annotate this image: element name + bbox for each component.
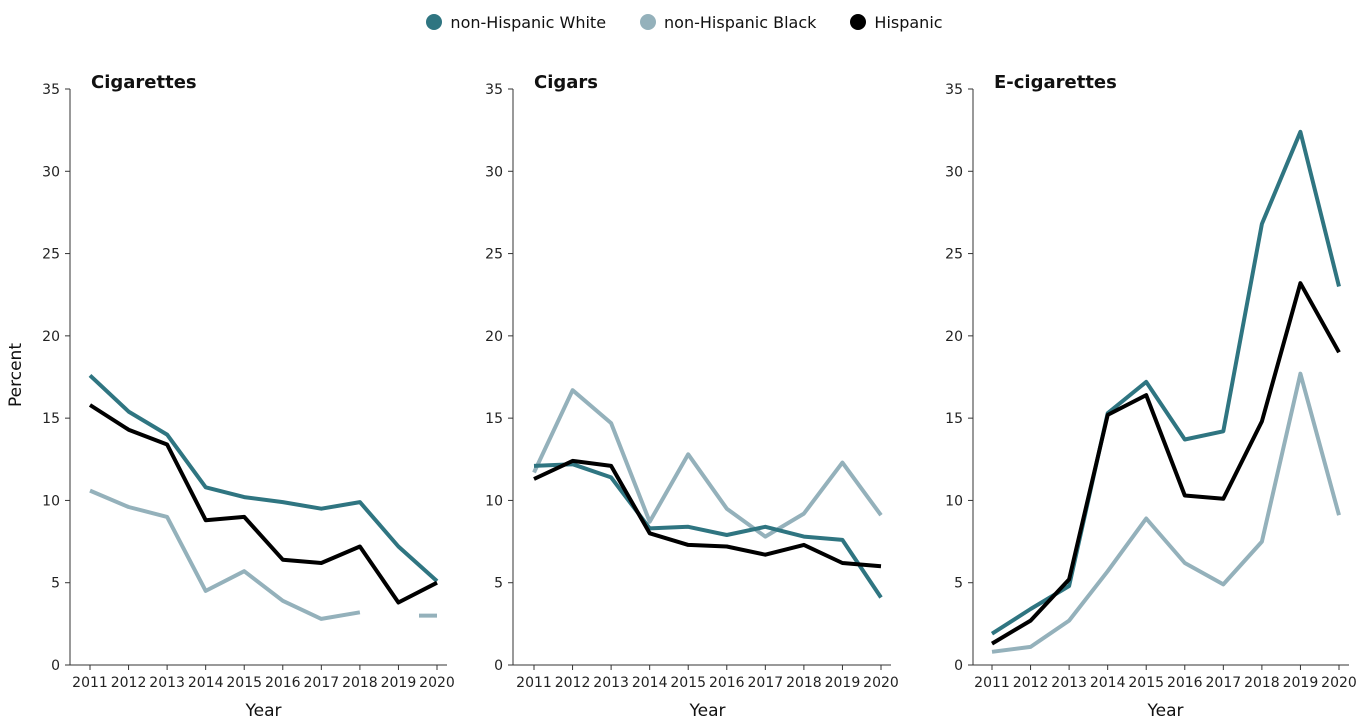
- panel-title: Cigarettes: [91, 72, 197, 93]
- series-line: [991, 371, 1341, 654]
- panel-title: Cigars: [534, 72, 598, 93]
- x-tick-label: 2014: [188, 675, 224, 691]
- x-tick-label: 2017: [748, 675, 784, 691]
- y-tick-label: 20: [485, 329, 503, 345]
- series-line: [88, 403, 438, 605]
- x-tick-label: 2018: [786, 675, 822, 691]
- x-tick-label: 2013: [593, 675, 629, 691]
- x-tick-label: 2015: [1128, 675, 1164, 691]
- chart-legend: non-Hispanic White non-Hispanic Black Hisp…: [0, 8, 1369, 36]
- x-tick-label: 2020: [863, 675, 899, 691]
- y-tick-label: 30: [945, 164, 963, 180]
- legend-item: non-Hispanic White: [426, 13, 606, 32]
- x-tick-label: 2016: [265, 675, 301, 691]
- y-tick-label: 0: [494, 658, 503, 674]
- y-tick-label: 15: [945, 411, 963, 427]
- x-tick-label: 2018: [342, 675, 378, 691]
- panel-title: E-cigarettes: [994, 72, 1117, 93]
- y-tick-label: 5: [494, 576, 503, 592]
- x-axis-title: Year: [245, 701, 282, 719]
- series-line: [88, 373, 439, 583]
- y-tick-label: 0: [954, 658, 963, 674]
- y-tick-label: 30: [485, 164, 503, 180]
- x-tick-label: 2018: [1244, 675, 1280, 691]
- series-line: [533, 458, 882, 569]
- x-tick-label: 2016: [1167, 675, 1203, 691]
- y-tick-label: 5: [51, 576, 60, 592]
- x-tick-label: 2012: [555, 675, 591, 691]
- x-tick-label: 2012: [111, 675, 147, 691]
- legend-swatch: [850, 14, 867, 30]
- x-tick-label: 2015: [226, 675, 262, 691]
- y-tick-label: 10: [485, 493, 503, 509]
- legend-label: non-Hispanic Black: [664, 12, 817, 32]
- y-tick-label: 25: [485, 247, 503, 263]
- x-tick-label: 2020: [1321, 675, 1357, 691]
- x-axis-title: Year: [1147, 701, 1184, 719]
- x-tick-label: 2019: [825, 675, 861, 691]
- y-tick-label: 20: [42, 329, 60, 345]
- y-tick-label: 25: [945, 247, 963, 263]
- legend-swatch: [640, 14, 657, 30]
- x-tick-label: 2012: [1013, 675, 1049, 691]
- y-tick-label: 10: [42, 493, 60, 509]
- x-axis-title: Year: [689, 701, 726, 719]
- series-line: [990, 281, 1341, 646]
- x-tick-label: 2015: [670, 675, 706, 691]
- y-tick-label: 15: [42, 411, 60, 427]
- legend-swatch: [426, 14, 443, 30]
- series-line: [532, 388, 883, 539]
- y-tick-label: 10: [945, 493, 963, 509]
- legend-label: Hispanic: [874, 12, 943, 32]
- series-line: [990, 129, 1341, 636]
- x-tick-label: 2016: [709, 675, 745, 691]
- x-tick-label: 2019: [1283, 675, 1319, 691]
- y-tick-label: 20: [945, 329, 963, 345]
- y-tick-label: 15: [485, 411, 503, 427]
- y-tick-label: 35: [485, 82, 503, 98]
- y-tick-label: 25: [42, 247, 60, 263]
- x-tick-label: 2011: [516, 675, 552, 691]
- x-tick-label: 2017: [1206, 675, 1242, 691]
- x-tick-label: 2011: [72, 675, 108, 691]
- legend-item: Hispanic: [850, 12, 943, 32]
- y-tick-label: 5: [954, 576, 963, 592]
- series-line: [89, 488, 361, 621]
- y-tick-label: 35: [42, 82, 60, 98]
- x-tick-label: 2013: [1051, 675, 1087, 691]
- x-tick-label: 2017: [304, 675, 340, 691]
- y-tick-label: 35: [945, 82, 963, 98]
- x-tick-label: 2020: [419, 675, 455, 691]
- series-line: [533, 462, 883, 599]
- x-tick-label: 2014: [1090, 675, 1126, 691]
- x-tick-label: 2011: [974, 675, 1010, 691]
- legend-item: non-Hispanic Black: [640, 13, 816, 32]
- x-tick-label: 2014: [632, 675, 668, 691]
- y-tick-label: 0: [51, 658, 60, 674]
- y-tick-label: 30: [42, 164, 60, 180]
- y-axis-title: Percent: [6, 343, 26, 407]
- x-tick-label: 2019: [381, 675, 417, 691]
- x-tick-label: 2013: [149, 675, 185, 691]
- legend-label: non-Hispanic White: [450, 12, 607, 32]
